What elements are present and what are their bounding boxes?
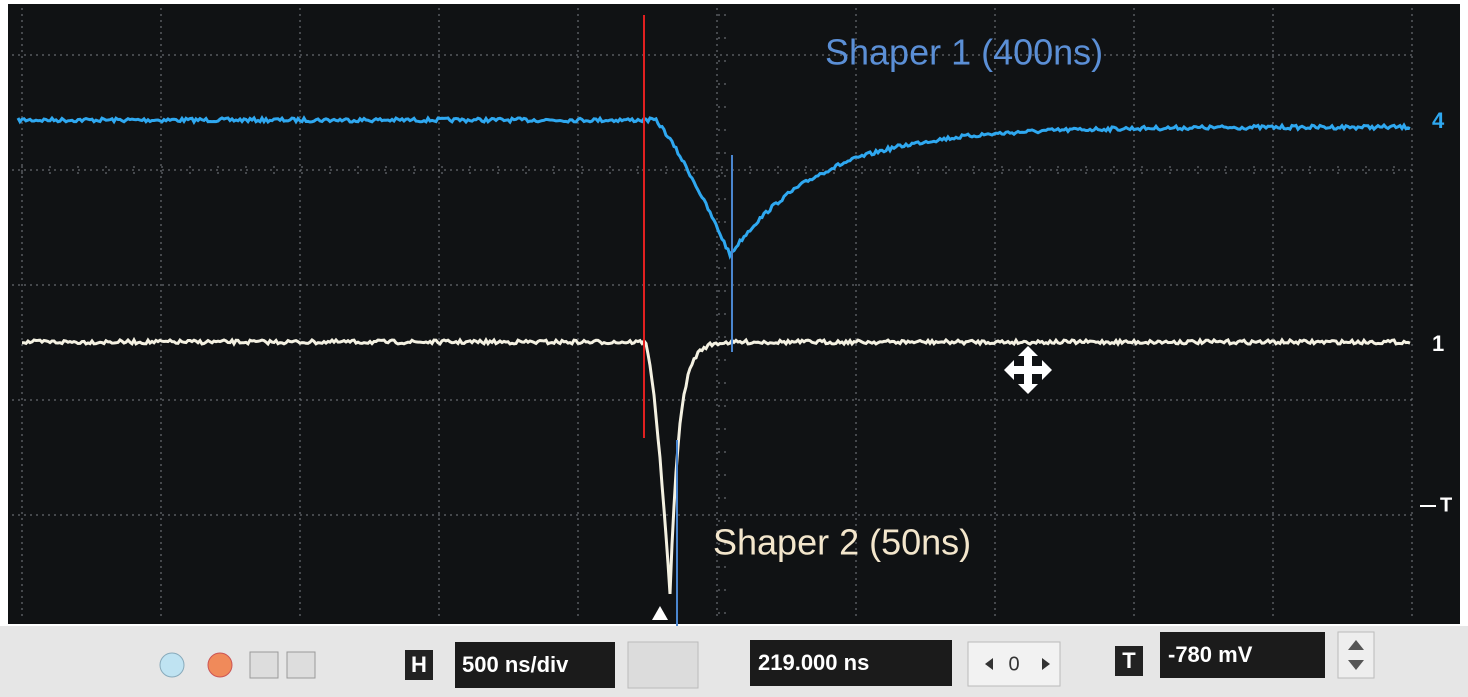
oscilloscope-view: Shaper 1 (400ns) Shaper 2 (50ns) 4 1 T H… [0, 0, 1468, 697]
trigger-button-label: T [1122, 648, 1136, 673]
annotation: Shaper 2 (50ns) [713, 522, 971, 563]
offset-value: 0 [1008, 653, 1019, 675]
page: Shaper 1 (400ns) Shaper 2 (50ns) 4 1 T H… [0, 0, 1468, 697]
position-value: 219.000 ns [758, 650, 869, 675]
level-spinner[interactable] [1338, 632, 1374, 678]
annotation: Shaper 1 (400ns) [825, 32, 1103, 73]
print-button[interactable] [287, 652, 315, 678]
spinner[interactable] [628, 642, 698, 688]
stop-button[interactable] [208, 653, 232, 677]
horizontal-button-label: H [411, 652, 427, 677]
run-button[interactable] [160, 653, 184, 677]
channel-marker: 1 [1432, 331, 1444, 356]
timebase-value: 500 ns/div [462, 652, 569, 677]
tool-button[interactable] [250, 652, 278, 678]
trigger-level-value: -780 mV [1168, 642, 1253, 667]
trigger-marker: T [1440, 494, 1452, 516]
channel-marker: 4 [1432, 108, 1445, 133]
